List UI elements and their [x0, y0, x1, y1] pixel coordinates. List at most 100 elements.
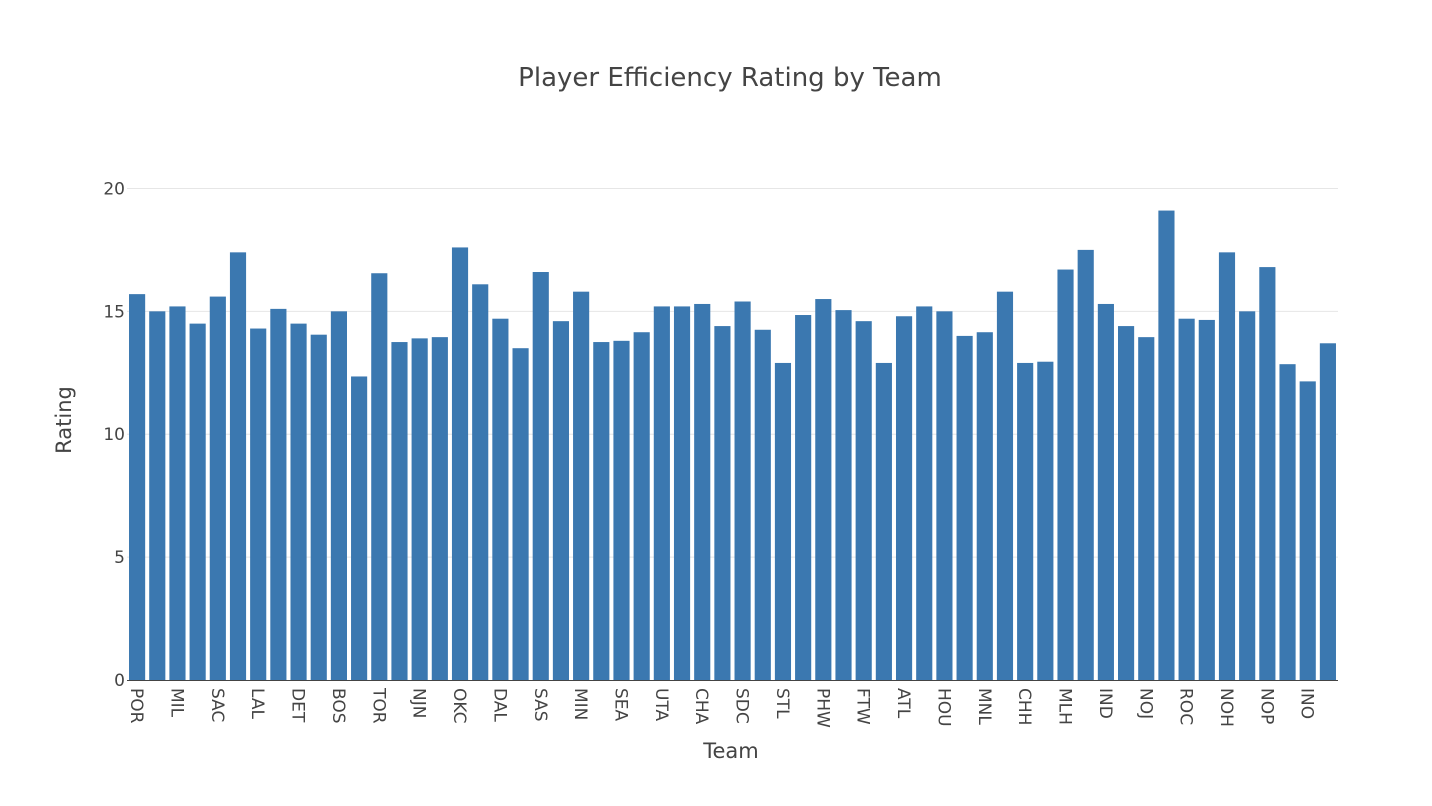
bar: [573, 291, 590, 680]
x-tick-label: OKC: [449, 688, 469, 723]
x-tick-label: POR: [126, 688, 146, 724]
bar: [371, 273, 388, 680]
y-tick-label: 20: [103, 179, 125, 199]
x-tick-label: SDC: [732, 688, 752, 724]
x-tick-label: FTW: [853, 688, 873, 725]
x-tick-label: SAC: [207, 688, 227, 722]
bar: [1037, 361, 1054, 680]
bar: [1279, 364, 1296, 680]
y-axis-ticks: 0 5 10 15 20: [103, 179, 125, 691]
x-tick-label: MLH: [1055, 688, 1075, 725]
bar: [169, 306, 186, 680]
x-tick-label: INO: [1297, 688, 1317, 719]
y-tick-label: 0: [114, 671, 125, 691]
gridlines: [127, 187, 1338, 558]
bar: [1077, 249, 1094, 680]
x-tick-label: ROC: [1176, 688, 1196, 725]
x-tick-label: PHW: [812, 688, 832, 728]
x-tick-label: NOJ: [1135, 688, 1155, 719]
bar: [492, 318, 509, 680]
bar: [673, 306, 691, 680]
x-tick-label: NOP: [1256, 688, 1276, 724]
x-tick-label: NOH: [1216, 688, 1236, 727]
bar: [835, 310, 852, 680]
x-tick-label: DAL: [489, 688, 509, 722]
bar: [512, 348, 529, 680]
bar: [330, 311, 347, 680]
bar: [149, 311, 166, 680]
x-tick-label: SEA: [610, 688, 630, 722]
x-tick-label: UTA: [651, 688, 671, 722]
x-tick-label: NJN: [409, 688, 429, 718]
bar: [734, 301, 751, 680]
x-axis-title: Team: [702, 739, 759, 763]
bar: [1259, 267, 1276, 680]
x-tick-label: DET: [288, 688, 308, 723]
bar: [895, 316, 913, 680]
x-tick-label: IND: [1095, 688, 1115, 719]
bar: [633, 332, 650, 680]
x-tick-label: ATL: [893, 688, 913, 719]
bar: [290, 323, 307, 680]
bar: [996, 291, 1014, 680]
bar: [1118, 326, 1135, 680]
bar: [774, 362, 792, 680]
bar: [593, 342, 610, 680]
x-tick-label: MIL: [166, 688, 186, 718]
chart-title: Player Efficiency Rating by Team: [518, 63, 942, 93]
x-tick-label: MNL: [974, 688, 994, 725]
x-tick-label: SAS: [530, 688, 550, 722]
bar: [1097, 303, 1114, 680]
bar: [714, 326, 731, 680]
bar: [209, 296, 226, 680]
x-tick-label: MIN: [570, 688, 590, 720]
bar: [936, 311, 953, 680]
bar: [351, 376, 368, 680]
bar: [976, 332, 993, 680]
bar: [1319, 343, 1336, 680]
bar: [250, 328, 267, 680]
bar: [653, 306, 670, 680]
x-tick-label: LAL: [247, 688, 267, 719]
x-tick-label: HOU: [933, 688, 953, 727]
bar: [552, 321, 570, 680]
bar: [1239, 311, 1256, 680]
x-axis-ticks: POR MIL SAC LAL DET BOS TOR NJN OKC DAL SAS MIN SEA U…: [126, 687, 1317, 728]
bar: [1178, 318, 1195, 680]
x-tick-label: STL: [772, 688, 792, 719]
bar: [391, 342, 408, 680]
bar: [1299, 381, 1316, 680]
bar: [431, 337, 448, 680]
bar: [795, 315, 812, 680]
bar: [189, 323, 206, 680]
y-tick-label: 15: [103, 302, 125, 322]
x-tick-label: CHA: [691, 688, 711, 725]
bar: [270, 308, 287, 680]
bar: [1138, 337, 1155, 680]
bar: [310, 334, 327, 680]
bar: [229, 252, 247, 680]
bar: [472, 284, 489, 680]
bar: [532, 272, 549, 680]
x-tick-label: CHH: [1014, 688, 1034, 725]
bar: [451, 247, 469, 681]
bar: [1198, 319, 1215, 680]
bar: [855, 321, 872, 680]
bars: [129, 210, 1336, 681]
bar: [411, 338, 428, 680]
bar: [1057, 269, 1074, 680]
y-tick-label: 5: [114, 548, 125, 568]
x-tick-label: TOR: [368, 687, 388, 724]
bar: [694, 303, 711, 680]
bar: [916, 306, 933, 680]
bar: [129, 294, 146, 680]
bar: [754, 329, 771, 680]
y-tick-label: 10: [103, 425, 125, 445]
x-tick-label: BOS: [328, 688, 348, 724]
bar: [1218, 252, 1236, 680]
bar: [875, 362, 892, 680]
bar: [1158, 210, 1175, 680]
bar: [815, 299, 832, 680]
